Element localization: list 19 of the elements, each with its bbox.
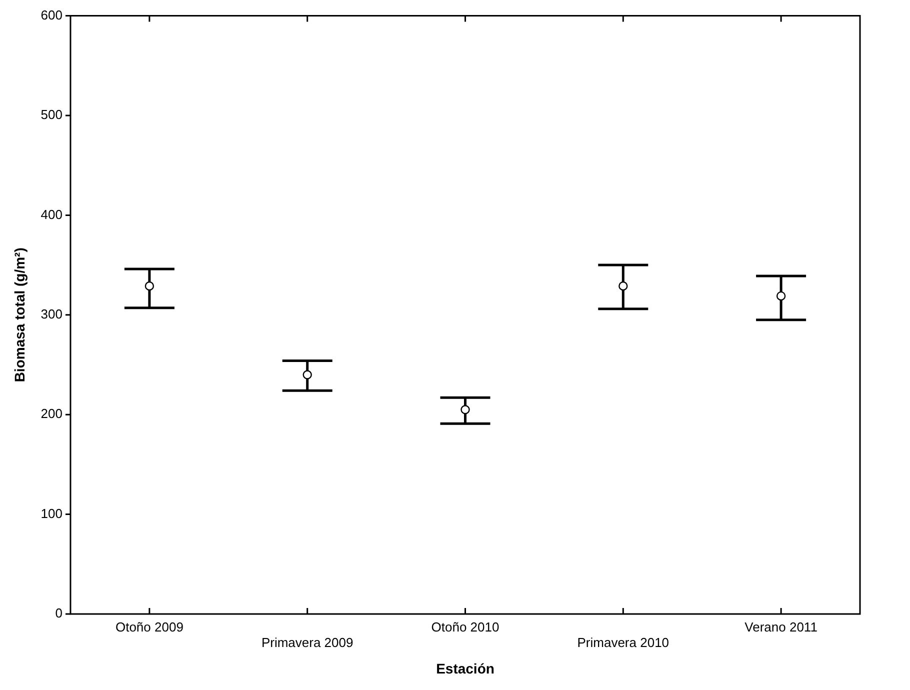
point (460, 405, 470, 414)
point (618, 281, 628, 291)
x-tick-label: Primavera 2009 (261, 634, 354, 650)
x-tick-label: Otoño 2009 (115, 619, 184, 634)
x-tick-label: Otoño 2010 (431, 619, 500, 634)
x-tick-label: Verano 2011 (744, 619, 818, 634)
point (302, 370, 312, 380)
y-tick-label: 0 (55, 606, 62, 621)
y-tick-label: 100 (40, 506, 62, 521)
point (776, 291, 786, 301)
y-tick-label: 300 (40, 306, 62, 322)
y-tick-label: 600 (40, 7, 62, 22)
x-tick-label: Primavera 2010 (577, 634, 670, 650)
y-tick-label: 400 (40, 206, 62, 222)
y-tick-label: 200 (40, 406, 62, 422)
point (144, 281, 154, 291)
x-axis-title: Estación (436, 660, 494, 676)
y-tick-label: 500 (40, 107, 62, 122)
y-axis-title: Biomasa total (g/m²) (11, 248, 28, 382)
